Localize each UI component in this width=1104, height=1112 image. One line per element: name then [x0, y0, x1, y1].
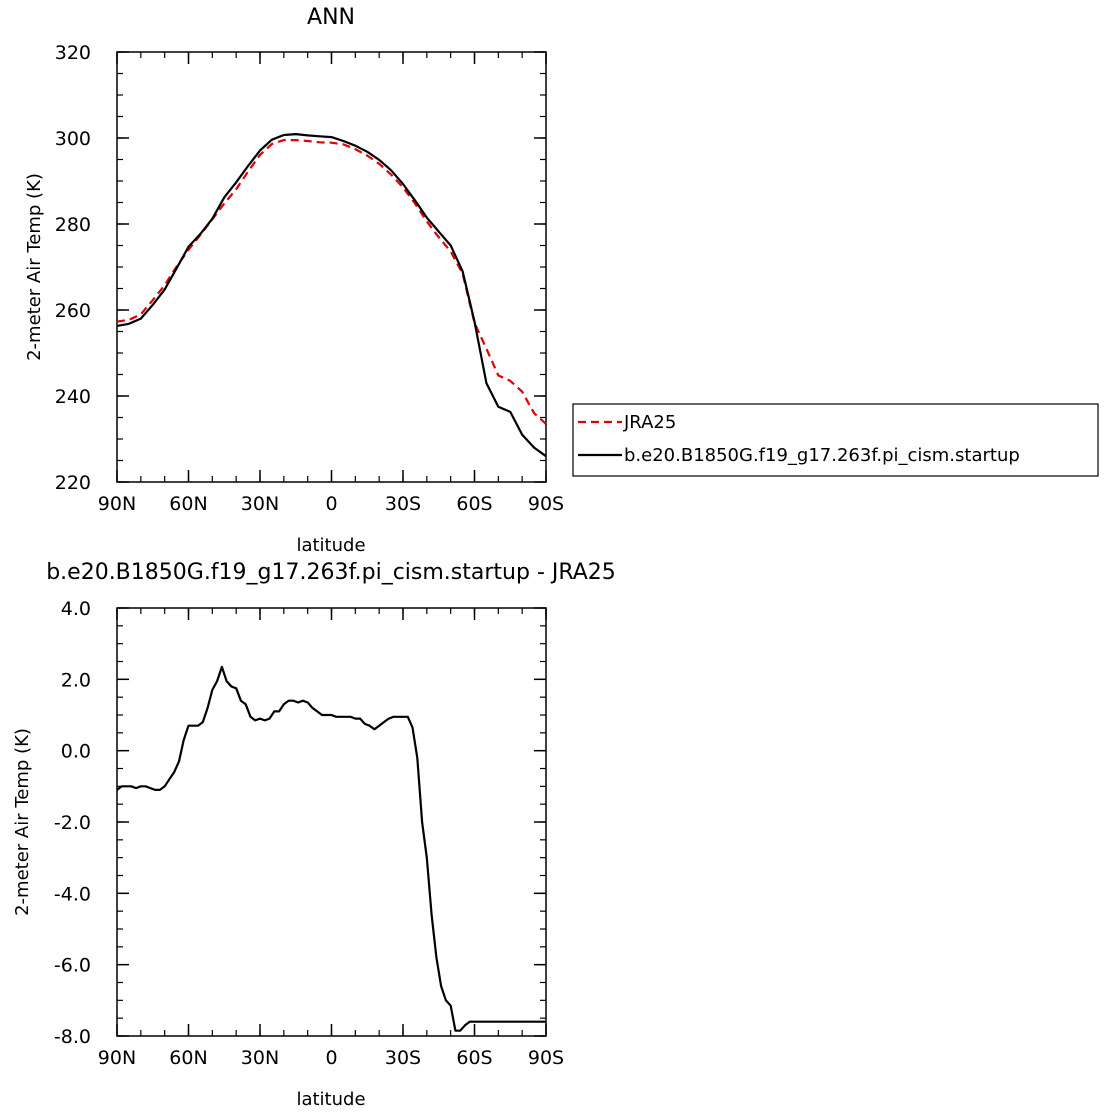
- y-tick-label: 320: [55, 42, 91, 64]
- y-tick-label: 0.0: [61, 741, 91, 763]
- plot-area: 90N 60N 30N 0 30S 60S 90S 220 240 260 280 300 320: [55, 42, 564, 515]
- y-tick-label: 2.0: [61, 669, 91, 691]
- plot-area: 90N 60N 30N 0 30S 60S 90S -8.0 -6.0 -4.0 -2.0 0.0 2.…: [54, 598, 564, 1069]
- x-tick-label: 0: [325, 493, 337, 515]
- x-axis-label: latitude: [296, 535, 365, 556]
- y-tick-label: -2.0: [54, 812, 91, 834]
- series-line-0-1: [116, 133, 547, 458]
- x-tick-label: 90S: [528, 1047, 564, 1069]
- y-tick-label: -4.0: [54, 883, 91, 905]
- y-tick-label: 240: [55, 386, 91, 408]
- y-tick-label: 260: [55, 300, 91, 322]
- y-tick-label: 220: [55, 472, 91, 494]
- x-tick-label: 90N: [98, 1047, 136, 1069]
- y-tick-label: -6.0: [54, 955, 91, 977]
- difference-panel: b.e20.B1850G.f19_g17.263f.pi_cism.startu…: [12, 560, 616, 1110]
- y-axis-label: 2-meter Air Temp (K): [24, 173, 45, 361]
- x-tick-label: 30S: [385, 1047, 421, 1069]
- x-axis-label: latitude: [296, 1089, 365, 1110]
- x-tick-label: 30N: [241, 493, 279, 515]
- temperature-panel: ANN 90N 60N 30N 0 30S 60S 90S 220 240 260 280 300 32…: [24, 5, 564, 556]
- x-tick-label: 60N: [169, 493, 207, 515]
- legend-box: [572, 403, 1099, 477]
- series-line-1-0: [116, 665, 546, 1032]
- legend-label-model: b.e20.B1850G.f19_g17.263f.pi_cism.startu…: [624, 445, 1020, 466]
- x-tick-label: 60N: [169, 1047, 207, 1069]
- plot-frame: [116, 607, 547, 1037]
- x-tick-label: 30S: [385, 493, 421, 515]
- series-line-0-0: [116, 139, 547, 425]
- y-tick-label: 280: [55, 214, 91, 236]
- x-tick-label: 60S: [456, 1047, 492, 1069]
- y-tick-label: 4.0: [61, 598, 91, 620]
- y-tick-label: -8.0: [54, 1026, 91, 1048]
- legend: JRA25 b.e20.B1850G.f19_g17.263f.pi_cism.…: [572, 403, 1099, 477]
- chart-title: ANN: [307, 5, 355, 30]
- plot-frame: [116, 51, 547, 483]
- y-tick-label: 300: [55, 128, 91, 150]
- x-tick-label: 90N: [98, 493, 136, 515]
- x-tick-label: 30N: [241, 1047, 279, 1069]
- x-tick-label: 0: [325, 1047, 337, 1069]
- y-axis-label: 2-meter Air Temp (K): [12, 728, 33, 916]
- x-tick-label: 90S: [528, 493, 564, 515]
- x-tick-label: 60S: [456, 493, 492, 515]
- difference-title: b.e20.B1850G.f19_g17.263f.pi_cism.startu…: [46, 560, 616, 585]
- legend-label-jra25: JRA25: [623, 412, 676, 433]
